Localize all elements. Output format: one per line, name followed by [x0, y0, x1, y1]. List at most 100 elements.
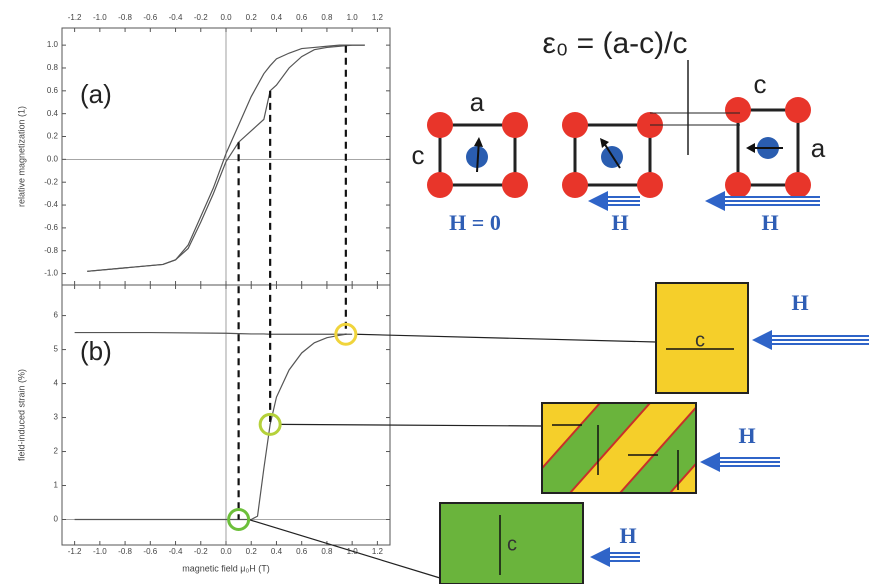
y-tick-label: 5 [54, 345, 59, 354]
x-tick-label: -1.0 [93, 13, 107, 22]
arrow-head [746, 143, 755, 153]
arrow-head [474, 137, 483, 147]
x-axis-title: magnetic field μ₀H (T) [182, 563, 269, 573]
domain-box [655, 282, 749, 394]
cell-frame [736, 108, 800, 187]
atom [637, 172, 663, 198]
x-tick-label: 0.2 [246, 13, 258, 22]
data-line [74, 333, 353, 521]
y-tick-label: 1.0 [47, 40, 59, 49]
y-tick-label: 1 [54, 481, 59, 490]
domain-label: c [507, 533, 517, 555]
arrow-head [600, 138, 609, 148]
marker [258, 412, 282, 436]
x-tick-label: 0.8 [321, 547, 333, 556]
x-tick-label: -0.2 [194, 547, 208, 556]
atom [785, 172, 811, 198]
y-tick-label: 0.4 [47, 109, 59, 118]
x-tick-label: 0.4 [271, 13, 283, 22]
x-tick-label: 0.6 [296, 547, 308, 556]
cell-label: a [811, 133, 826, 163]
field-label: H [611, 210, 628, 235]
y-tick-label: 2 [54, 447, 59, 456]
x-tick-label: 0.2 [246, 547, 258, 556]
y-tick-label: -0.6 [44, 223, 58, 232]
x-tick-label: -0.4 [169, 547, 183, 556]
cell-label: c [412, 140, 425, 170]
atom [502, 172, 528, 198]
y-tick-label: -0.2 [44, 177, 58, 186]
arrow [603, 142, 621, 169]
atom [502, 112, 528, 138]
atom [562, 112, 588, 138]
field-arrow-head [752, 330, 772, 350]
x-tick-label: -1.2 [68, 13, 82, 22]
x-tick-label: 1.0 [347, 13, 359, 22]
field-label: H [738, 423, 755, 448]
field-arrow-head [705, 191, 725, 211]
domain-frame [541, 402, 697, 494]
marker [334, 322, 358, 346]
domain-band [542, 403, 652, 493]
x-tick-label: -1.0 [93, 547, 107, 556]
atom [562, 172, 588, 198]
y-tick-label: 0.6 [47, 86, 59, 95]
field-label: H [619, 523, 636, 548]
domain-band [618, 405, 696, 493]
connector [248, 518, 441, 579]
data-line [87, 44, 365, 272]
diagram: ε₀ = (a-c)/c a c H = 0 H c a H [412, 27, 826, 584]
x-tick-label: 0.0 [220, 547, 232, 556]
field-label: H [791, 290, 808, 315]
x-tick-label: -0.6 [143, 13, 157, 22]
y-tick-label: 0.8 [47, 63, 59, 72]
cell-label: a [470, 87, 485, 117]
x-tick-label: -0.8 [118, 13, 132, 22]
cell-frame [573, 123, 652, 187]
field-arrow-head [588, 191, 608, 211]
y-tick-label: 0 [54, 515, 59, 524]
y-axis-title: field-induced strain (%) [16, 369, 26, 461]
x-tick-label: -0.6 [143, 547, 157, 556]
field-label: H = 0 [449, 210, 501, 235]
x-tick-label: 1.2 [372, 13, 384, 22]
panel-label: (b) [80, 336, 112, 366]
x-tick-label: 0.8 [321, 13, 333, 22]
x-tick-label: -0.2 [194, 13, 208, 22]
y-tick-label: 0.2 [47, 132, 59, 141]
panel-label: (a) [80, 79, 112, 109]
x-tick-label: -0.8 [118, 547, 132, 556]
atom [427, 112, 453, 138]
data-line [74, 331, 346, 335]
x-tick-label: 0.6 [296, 13, 308, 22]
x-tick-label: 0.0 [220, 13, 232, 22]
connector [355, 333, 657, 343]
y-axis-title: relative magnetization (1) [16, 106, 26, 207]
x-tick-label: 1.2 [372, 547, 384, 556]
x-tick-label: -1.2 [68, 547, 82, 556]
x-tick-label: 0.4 [271, 547, 283, 556]
field-label: H [761, 210, 778, 235]
y-tick-label: -1.0 [44, 269, 58, 278]
y-tick-label: -0.4 [44, 200, 58, 209]
y-tick-label: -0.8 [44, 246, 58, 255]
field-arrow-head [700, 452, 720, 472]
atom [427, 172, 453, 198]
domain-label: c [695, 329, 705, 351]
atom [785, 97, 811, 123]
marker [227, 508, 251, 532]
field-arrow-head [590, 547, 610, 567]
y-tick-label: 6 [54, 311, 59, 320]
domain-box [439, 502, 584, 584]
y-tick-label: 4 [54, 379, 59, 388]
atom [725, 172, 751, 198]
atom [725, 97, 751, 123]
x-tick-label: -0.4 [169, 13, 183, 22]
equation: ε₀ = (a-c)/c [542, 27, 687, 60]
cell-frame [438, 123, 517, 187]
connector [280, 423, 543, 427]
y-tick-label: 0.0 [47, 154, 59, 163]
y-tick-label: 3 [54, 413, 59, 422]
cell-label: c [754, 69, 767, 99]
